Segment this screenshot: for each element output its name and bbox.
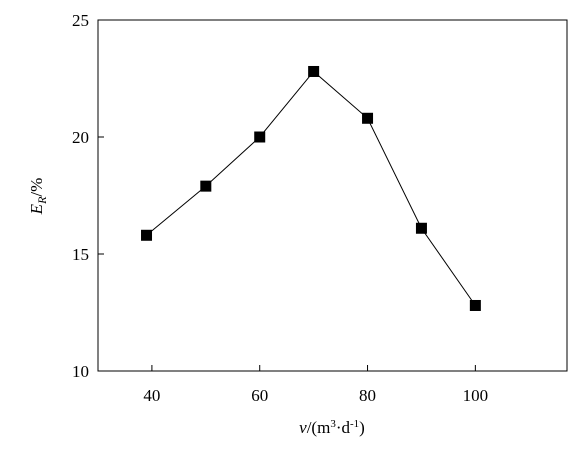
y-tick-label: 25 bbox=[72, 11, 89, 30]
x-tick-label: 100 bbox=[463, 386, 489, 405]
data-point bbox=[415, 222, 427, 234]
y-tick-label: 10 bbox=[72, 362, 89, 381]
data-point bbox=[469, 299, 481, 311]
x-axis-ticks: 40 60 80 100 bbox=[143, 365, 488, 405]
data-point bbox=[308, 65, 320, 77]
x-tick-label: 60 bbox=[251, 386, 268, 405]
data-point bbox=[200, 180, 212, 192]
data-point bbox=[254, 131, 266, 143]
x-axis-label: v/(m3·d-1) bbox=[299, 418, 365, 437]
series-line bbox=[146, 70, 476, 306]
data-point bbox=[141, 229, 153, 241]
data-point bbox=[362, 112, 374, 124]
y-tick-label: 20 bbox=[72, 128, 89, 147]
x-tick-label: 80 bbox=[359, 386, 376, 405]
y-axis-ticks: 10 15 20 25 bbox=[72, 11, 104, 381]
y-tick-label: 15 bbox=[72, 245, 89, 264]
x-tick-label: 40 bbox=[143, 386, 160, 405]
y-axis-label: ER/% bbox=[27, 178, 49, 216]
plot-frame bbox=[97, 19, 568, 372]
series-markers bbox=[141, 65, 481, 311]
